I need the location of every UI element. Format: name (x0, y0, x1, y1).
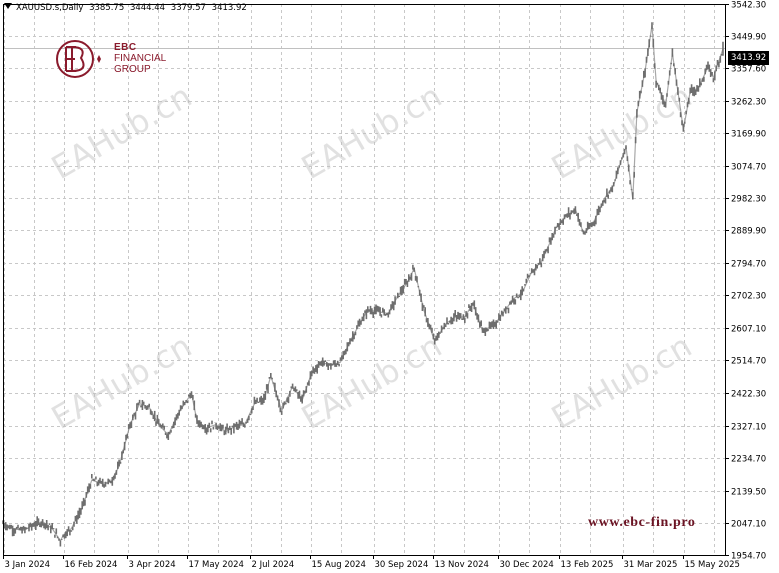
y-tick-label: 2234.70 (731, 455, 766, 465)
current-price-label: 3413.92 (728, 51, 769, 65)
x-tick-label: 15 Aug 2024 (312, 560, 366, 570)
y-tick-label: 2422.30 (731, 390, 766, 400)
symbol-info-bar: XAUUSD.s,Daily 3385.75 3444.44 3379.57 3… (4, 3, 250, 13)
watermark-text: EAHub.cn (45, 77, 198, 187)
price-axis[interactable]: 3542.30 3449.90 3357.60 3262.30 3169.90 3074.… (725, 1, 766, 562)
plot-frame (3, 4, 726, 556)
x-tick-label: 17 May 2024 (189, 560, 244, 570)
x-tick-label: 30 Sep 2024 (375, 560, 429, 570)
high-price: 3444.44 (129, 3, 166, 13)
y-tick-label: 2514.70 (731, 357, 766, 367)
x-tick-label: 15 May 2025 (685, 560, 740, 570)
y-tick-label: 2607.10 (731, 325, 766, 335)
website-url: www.ebc-fin.pro (588, 515, 696, 530)
dropdown-triangle-icon[interactable] (4, 3, 12, 9)
x-tick-label: 30 Dec 2024 (500, 560, 554, 570)
y-tick-label: 2327.10 (731, 423, 766, 433)
y-tick-label: 3449.90 (731, 33, 766, 43)
y-tick-label: 2702.30 (731, 292, 766, 302)
price-series (2, 22, 724, 547)
watermark-text: EAHub.cn (295, 327, 448, 437)
y-tick-label: 2794.70 (731, 260, 766, 270)
watermark-layer: EAHub.cn EAHub.cn EAHub.cn EAHub.cn EAHub.cn… (45, 77, 698, 437)
y-tick-label: 3542.30 (731, 1, 766, 11)
y-tick-label: 1954.70 (731, 552, 766, 562)
y-tick-label: 2982.30 (731, 195, 766, 205)
watermark-text: EAHub.cn (545, 327, 698, 437)
symbol-label: XAUUSD.s,Daily (16, 3, 84, 13)
y-tick-label: 3169.90 (731, 130, 766, 140)
watermark-text: EAHub.cn (545, 77, 698, 187)
x-tick-label: 13 Feb 2025 (561, 560, 614, 570)
open-price: 3385.75 (89, 3, 125, 13)
x-tick-label: 2 Jul 2024 (252, 560, 295, 570)
grid-lines (3, 4, 725, 556)
x-tick-label: 13 Nov 2024 (435, 560, 489, 570)
x-tick-label: 16 Feb 2024 (65, 560, 118, 570)
logo-line-3: GROUP (114, 64, 151, 75)
y-tick-label: 3357.60 (731, 65, 766, 75)
y-tick-label: 2139.50 (731, 488, 766, 498)
plot-border (3, 4, 726, 556)
y-tick-label: 3074.70 (731, 163, 766, 173)
logo-line-2: FINANCIAL (114, 53, 167, 64)
x-tick-label: 3 Jan 2024 (5, 560, 51, 570)
x-tick-label: 31 Mar 2025 (624, 560, 678, 570)
price-bars (2, 22, 724, 547)
price-line (2, 25, 724, 542)
close-price: 3413.92 (211, 3, 247, 13)
y-tick-label: 2889.90 (731, 227, 766, 237)
y-tick-label: 2047.10 (731, 520, 766, 530)
ebc-logo-icon (56, 40, 101, 78)
x-tick-label: 3 Apr 2024 (129, 560, 176, 570)
time-axis[interactable]: 3 Jan 2024 16 Feb 2024 3 Apr 2024 17 May 20… (3, 555, 740, 570)
y-tick-label: 3262.30 (731, 98, 766, 108)
logo-line-1: EBC (114, 42, 137, 53)
watermark-text: EAHub.cn (295, 77, 448, 187)
ebc-logo: EBC FINANCIAL GROUP (56, 38, 186, 82)
low-price: 3379.57 (170, 3, 206, 13)
